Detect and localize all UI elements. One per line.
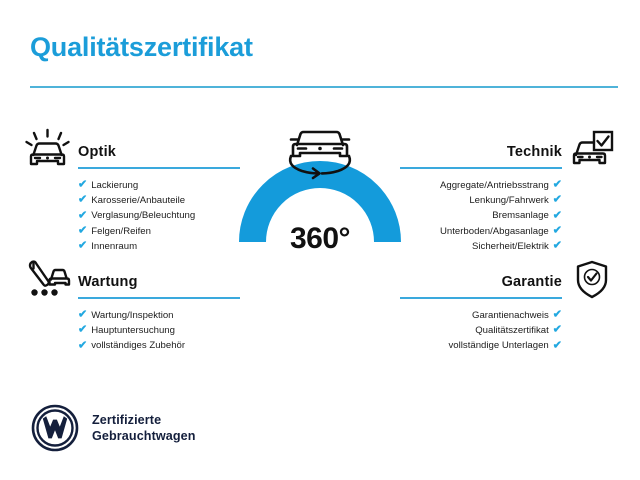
list-item-label: Unterboden/Abgasanlage [439, 225, 549, 237]
check-icon: ✔ [552, 209, 562, 221]
lockup-line-1: Zertifizierte [92, 413, 162, 427]
list-item-label: Qualitätszertifikat [475, 325, 549, 337]
check-icon: ✔ [78, 224, 88, 237]
list-item: Qualitätszertifikat ✔ [449, 323, 562, 338]
list-item-label: Lenkung/Fahrwerk [469, 195, 549, 207]
section-header: Optik [22, 128, 252, 174]
list-item-label: Sicherheit/Elektrik [472, 240, 549, 252]
list-item-label: vollständige Unterlagen [448, 340, 549, 352]
section-header: Wartung [22, 258, 252, 304]
page-title: Qualitätszertifikat [30, 32, 253, 62]
check-icon: ✔ [78, 339, 88, 351]
list-item: Bremsanlage ✔ [440, 208, 562, 223]
list-item: Sicherheit/Elektrik ✔ [440, 239, 562, 254]
list-item: ✔ Karosserie/Anbauteile [78, 193, 195, 208]
badge-360-gebrauchtwagen-check: Gebrauchtwagen-Check 360° [230, 118, 410, 318]
list-item-label: Bremsanlage [492, 210, 549, 222]
check-icon: ✔ [78, 178, 88, 191]
section-divider [78, 297, 240, 299]
section-title: Wartung [78, 274, 138, 290]
section-divider [400, 297, 562, 299]
check-icon: ✔ [552, 339, 562, 351]
list-item-label: Verglasung/Beleuchtung [91, 210, 196, 222]
list-item-label: Lackierung [91, 180, 139, 191]
checklist-wartung: ✔ Wartung/Inspektion ✔ Hauptuntersuchung ✔… [78, 308, 185, 354]
volkswagen-lockup: Zertifizierte Gebrauchtwagen [31, 404, 196, 452]
list-item-label: Hauptuntersuchung [91, 325, 175, 337]
volkswagen-logo [31, 404, 79, 452]
list-item: Lenkung/Fahrwerk ✔ [440, 193, 562, 208]
section-title: Garantie [501, 274, 562, 290]
check-icon: ✔ [78, 193, 88, 206]
section-technik: Technik Aggregate/Antriebsstrang ✔ Lenkun… [388, 128, 618, 252]
list-item: vollständige Unterlagen ✔ [449, 338, 563, 353]
check-icon: ✔ [552, 178, 562, 191]
car-shine-icon [24, 128, 72, 172]
title-divider [30, 86, 618, 88]
check-icon: ✔ [552, 239, 562, 252]
list-item-label: Garantienachweis [471, 310, 549, 321]
section-divider [78, 167, 240, 169]
list-item: Garantienachweis ✔ [449, 308, 562, 323]
list-item-label: Innenraum [91, 240, 138, 252]
list-item: ✔ Hauptuntersuchung [78, 323, 185, 338]
list-item: ✔ Wartung/Inspektion [78, 308, 185, 323]
wrench-car-icon [24, 258, 72, 302]
check-icon: ✔ [552, 323, 562, 336]
lockup-line-2: Gebrauchtwagen [92, 429, 196, 443]
section-title: Optik [78, 144, 117, 160]
list-item-label: Karosserie/Anbauteile [91, 195, 186, 207]
section-title: Technik [506, 144, 562, 160]
check-icon: ✔ [552, 224, 562, 237]
list-item-label: Wartung/Inspektion [91, 310, 174, 321]
list-item: ✔ vollständiges Zubehör [78, 338, 185, 353]
list-item-label: vollständiges Zubehör [91, 340, 186, 352]
car-checkbox-icon [568, 128, 616, 172]
list-item: Unterboden/Abgasanlage ✔ [440, 224, 562, 239]
checklist-optik: ✔ Lackierung ✔ Karosserie/Anbauteile ✔ Verg… [78, 178, 195, 254]
section-optik: Optik ✔ Lackierung ✔ Karosserie/Anbauteile… [22, 128, 252, 252]
section-header: Garantie [388, 258, 618, 304]
check-icon: ✔ [552, 308, 562, 321]
section-garantie: Garantie Garantienachweis ✔ Qualitätszert… [388, 258, 618, 351]
list-item-label: Felgen/Reifen [91, 225, 151, 237]
list-item: ✔ Felgen/Reifen [78, 224, 195, 239]
list-item: Aggregate/Antriebsstrang ✔ [440, 178, 562, 193]
list-item: ✔ Verglasung/Beleuchtung [78, 208, 195, 223]
check-icon: ✔ [78, 239, 88, 252]
checklist-technik: Aggregate/Antriebsstrang ✔ Lenkung/Fahrwe… [440, 178, 562, 254]
section-divider [400, 167, 562, 169]
lockup-text: Zertifizierte Gebrauchtwagen [92, 412, 196, 444]
check-icon: ✔ [78, 323, 88, 336]
badge-value: 360° [289, 222, 351, 255]
check-icon: ✔ [78, 209, 88, 221]
list-item-label: Aggregate/Antriebsstrang [439, 180, 549, 191]
list-item: ✔ Lackierung [78, 178, 195, 193]
checklist-garantie: Garantienachweis ✔ Qualitätszertifikat ✔ v… [449, 308, 563, 354]
shield-check-icon [568, 258, 616, 302]
section-header: Technik [388, 128, 618, 174]
section-wartung: Wartung ✔ Wartung/Inspektion ✔ Hauptunters… [22, 258, 252, 351]
check-icon: ✔ [78, 308, 88, 321]
list-item: ✔ Innenraum [78, 239, 195, 254]
check-icon: ✔ [552, 193, 562, 206]
car-rotate-360-icon [288, 130, 352, 180]
